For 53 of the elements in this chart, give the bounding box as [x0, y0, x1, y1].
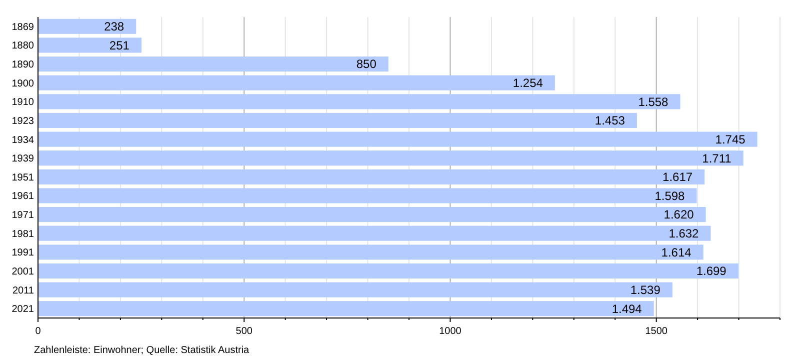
- bar: [38, 112, 637, 128]
- bar: [38, 226, 711, 241]
- bar: [38, 301, 654, 316]
- y-tick-label: 1880: [12, 40, 34, 52]
- y-tick-label: 1971: [12, 210, 34, 222]
- y-tick-label: 1910: [12, 97, 34, 108]
- data-label: 1.632: [668, 226, 700, 241]
- data-label: 850: [356, 57, 377, 72]
- y-tick-label: 1869: [12, 22, 34, 33]
- y-tick-label: 2011: [12, 285, 34, 296]
- y-tick-label: 2021: [12, 304, 34, 316]
- bar: [38, 132, 758, 147]
- bar: [38, 207, 706, 222]
- data-label: 238: [104, 20, 124, 34]
- y-tick-label: 1961: [12, 191, 34, 202]
- data-label: 1.745: [715, 132, 746, 146]
- y-tick-label: 2001: [12, 266, 34, 278]
- y-tick-label: 1991: [12, 248, 34, 259]
- bar: [38, 244, 704, 260]
- data-label: 1.614: [661, 245, 692, 260]
- data-label: 1.711: [702, 151, 732, 166]
- x-tick-label: 0: [35, 326, 42, 337]
- bar: [38, 188, 697, 204]
- bar: [38, 56, 388, 72]
- y-tick-label: 1981: [12, 228, 34, 240]
- data-label: 1.494: [612, 302, 642, 316]
- data-label: 1.453: [594, 114, 626, 128]
- y-tick-label: 1939: [12, 154, 34, 165]
- bar: [38, 263, 738, 278]
- data-label: 1.617: [662, 170, 693, 184]
- data-label: 1.254: [512, 76, 544, 90]
- data-label: 1.558: [638, 94, 669, 109]
- bar: [38, 282, 672, 298]
- data-label: 1.539: [630, 282, 661, 297]
- bar: [38, 94, 680, 110]
- y-tick-label: 1934: [12, 134, 34, 146]
- bar: [38, 169, 705, 184]
- data-label: 1.598: [654, 188, 686, 203]
- data-label: 1.699: [696, 264, 727, 278]
- y-tick-label: 1900: [12, 78, 34, 90]
- bar: [38, 75, 555, 90]
- y-tick-label: 1923: [12, 116, 34, 127]
- bar: [38, 18, 136, 34]
- data-label: 1.620: [664, 208, 694, 222]
- data-label: 251: [109, 38, 130, 52]
- text: Zahlenleiste: Einwohner; Quelle: Statistik Austria: [34, 345, 250, 356]
- bar: [38, 38, 142, 53]
- x-tick-label: 1500: [645, 326, 668, 337]
- bar: [38, 150, 744, 166]
- y-tick-label: 1951: [12, 172, 34, 184]
- x-tick-label: 1000: [439, 326, 462, 337]
- x-tick-label: 500: [236, 326, 253, 337]
- y-tick-label: 1890: [12, 60, 34, 71]
